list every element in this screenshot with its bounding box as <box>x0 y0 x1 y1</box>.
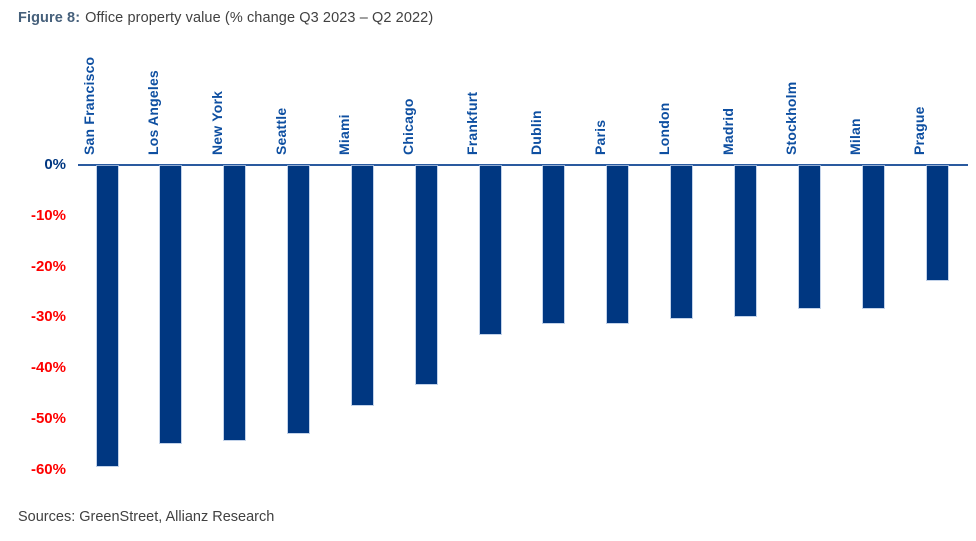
figure-title-text: Office property value (% change Q3 2023 … <box>85 10 434 26</box>
bar-chicago <box>415 166 437 384</box>
bar-stockholm <box>798 166 820 308</box>
bar-milan <box>862 166 884 308</box>
y-tick-label--20-: -20% <box>30 257 66 275</box>
category-label-dublin: Dublin <box>527 110 544 155</box>
bar-miami <box>351 166 373 405</box>
bar-los-angeles <box>160 166 182 443</box>
bar-new-york <box>224 166 246 440</box>
category-label-paris: Paris <box>591 119 608 155</box>
y-tick-label--60-: -60% <box>30 460 66 478</box>
bar-seattle <box>288 166 310 433</box>
figure-title-prefix: Figure 8: <box>18 10 81 26</box>
category-label-san-francisco: San Francisco <box>81 56 97 155</box>
bar-dublin <box>543 166 565 323</box>
bar-london <box>671 166 693 318</box>
y-tick-label--30-: -30% <box>30 308 66 326</box>
bar-paris <box>607 166 629 323</box>
zero-baseline <box>78 164 968 166</box>
category-label-chicago: Chicago <box>400 98 417 155</box>
source-note: Sources: GreenStreet, Allianz Research <box>18 509 275 525</box>
category-label-frankfurt: Frankfurt <box>464 91 481 155</box>
category-label-prague: Prague <box>911 106 928 155</box>
bar-san-francisco <box>96 166 118 466</box>
category-label-stockholm: Stockholm <box>783 81 800 155</box>
bar-frankfurt <box>479 166 501 334</box>
category-label-miami: Miami <box>336 114 353 155</box>
category-label-los-angeles: Los Angeles <box>144 70 161 155</box>
bar-madrid <box>735 166 756 316</box>
y-tick-label--10-: -10% <box>30 206 66 224</box>
category-label-london: London <box>655 102 672 155</box>
category-label-seattle: Seattle <box>272 107 289 155</box>
y-tick-label-0-: 0% <box>44 156 66 173</box>
category-label-milan: Milan <box>847 118 864 155</box>
category-label-new-york: New York <box>208 90 225 155</box>
category-label-madrid: Madrid <box>719 107 736 155</box>
figure-title: Figure 8: Office property value (% change… <box>18 10 433 26</box>
y-tick-label--40-: -40% <box>30 359 66 377</box>
bar-prague <box>926 166 948 280</box>
y-tick-label--50-: -50% <box>30 410 66 427</box>
